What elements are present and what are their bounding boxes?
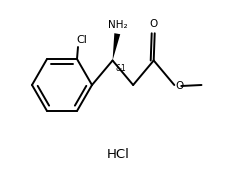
Text: Cl: Cl [76, 35, 88, 45]
Text: &1: &1 [116, 64, 126, 73]
Polygon shape [112, 33, 120, 61]
Text: NH₂: NH₂ [108, 20, 128, 30]
Text: HCl: HCl [106, 148, 130, 162]
Text: O: O [175, 81, 184, 91]
Text: O: O [150, 19, 158, 29]
